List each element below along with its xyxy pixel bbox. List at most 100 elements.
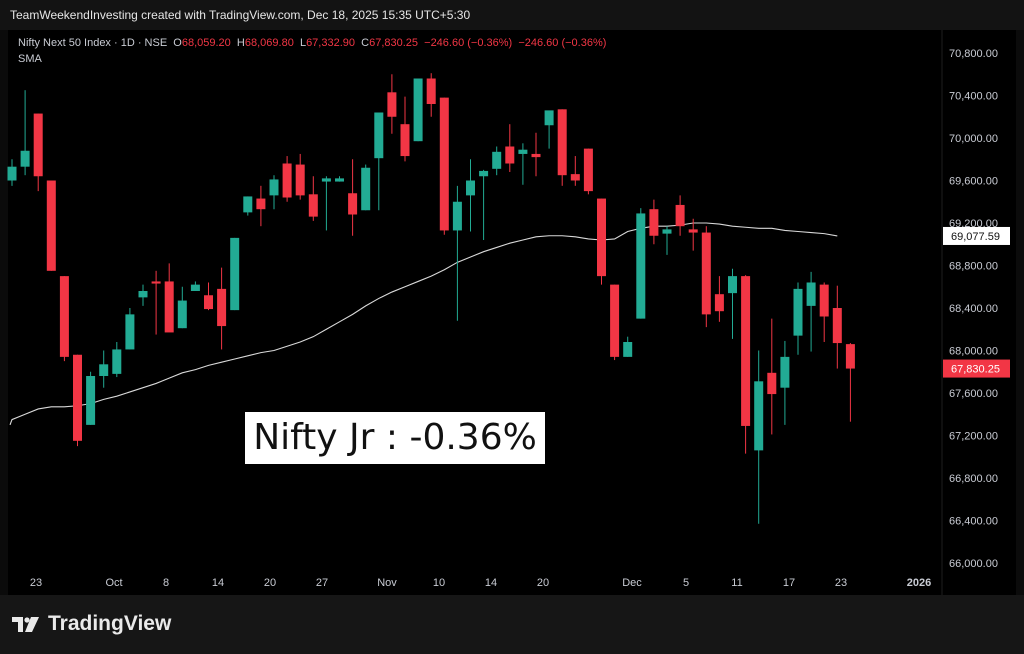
y-tick-label: 67,600.00 [949,388,998,400]
x-tick-label: 17 [783,577,795,589]
candle-body [46,180,56,271]
candle-body [479,170,489,177]
open-label: O [173,37,182,49]
y-tick-label: 69,600.00 [949,176,998,188]
x-tick-label: Nov [377,577,397,589]
candle-body [767,372,777,395]
y-tick-label: 68,000.00 [949,346,998,358]
y-tick-label: 68,800.00 [949,261,998,273]
x-tick-label: 14 [485,577,497,589]
candle-body [845,344,855,369]
candle-body [426,78,436,104]
x-tick-label: 11 [731,577,742,589]
x-tick-label: 23 [30,577,42,589]
y-tick-label: 70,800.00 [949,48,998,60]
candle-body [230,237,240,311]
y-tick-label: 68,400.00 [949,303,998,315]
candle-body [33,113,43,177]
candle-body [780,356,790,388]
candle-body [282,163,292,198]
sma-price-label-bg [943,226,1010,245]
x-tick-label: 5 [683,577,689,589]
x-tick-label: 10 [433,577,445,589]
candle-body [544,110,554,126]
candle-body [819,284,829,317]
candle-body [531,153,541,158]
y-tick-label: 67,200.00 [949,431,998,443]
change-value-2: −246.60 (−0.36%) [518,37,607,49]
candle-body [570,174,580,181]
candle-body [492,151,502,169]
low-value: 67,332.90 [306,37,355,49]
candle-body [688,229,698,233]
candle-body [335,178,344,182]
candle-body [636,213,646,319]
candle-body [86,376,96,425]
candle-body [452,201,462,231]
chart-frame[interactable] [8,30,1016,595]
candle-body [754,381,764,451]
candle-body [348,193,358,215]
close-value: 67,830.25 [369,37,419,49]
candle-body [806,282,816,306]
y-tick-label: 70,000.00 [949,133,998,145]
candle-body [439,97,449,231]
tradingview-logo[interactable]: TradingView [12,612,171,636]
sma-indicator-label[interactable]: SMA [18,53,42,65]
candle-body [701,232,711,315]
performance-annotation: Nifty Jr : -0.36% [245,412,545,464]
candle-body [400,124,410,157]
candle-body [164,281,174,333]
candle-body [649,209,659,236]
change-value: −246.60 (−0.36%) [424,37,513,49]
candle-body [793,288,803,336]
chart-credit-title: TeamWeekendInvesting created with Tradin… [10,8,471,22]
candle-body [675,204,685,227]
candle-body [374,112,384,159]
candle-body [728,276,737,294]
x-tick-label: Oct [105,577,122,589]
candle-body [73,354,82,441]
ohlc-legend: Nifty Next 50 Index · 1D · NSE O68,059.2… [18,37,606,49]
last-price-label-bg [943,359,1010,378]
footer-bar [0,595,1024,654]
candle-body [7,166,17,181]
candle-body [256,198,266,210]
candle-body [557,109,567,176]
candle-body [662,229,672,234]
tradingview-logo-icon [12,617,39,632]
candle-body [59,276,69,357]
x-tick-label: 2026 [907,577,931,589]
candle-body [387,92,397,117]
candle-body [466,180,475,196]
candle-body [610,284,620,357]
candle-body [295,164,305,196]
symbol-label[interactable]: Nifty Next 50 Index · 1D · NSE [18,37,168,49]
candle-body [125,314,135,350]
y-tick-label: 66,400.00 [949,516,998,528]
x-tick-label: 14 [212,577,224,589]
y-tick-label: 70,400.00 [949,91,998,103]
x-tick-label: 8 [163,577,169,589]
candle-body [138,291,148,298]
high-label: H [236,37,245,49]
x-tick-label: Dec [622,577,642,589]
candle-body [112,349,122,374]
candle-body [99,364,109,376]
candle-body [177,300,187,329]
candle-body [361,167,371,211]
candle-body [321,178,331,182]
close-label: C [361,37,370,49]
y-tick-label: 66,800.00 [949,473,998,485]
candle-body [518,149,528,154]
sma-line [9,222,838,426]
top-bar: TeamWeekendInvesting created with Tradin… [0,0,1024,30]
candle-body [269,179,279,196]
x-tick-label: 20 [537,577,549,589]
candle-body [204,295,213,310]
candle-body [505,146,515,164]
candle-body [714,294,724,312]
x-tick-label: 23 [835,577,847,589]
low-label: L [299,37,307,49]
